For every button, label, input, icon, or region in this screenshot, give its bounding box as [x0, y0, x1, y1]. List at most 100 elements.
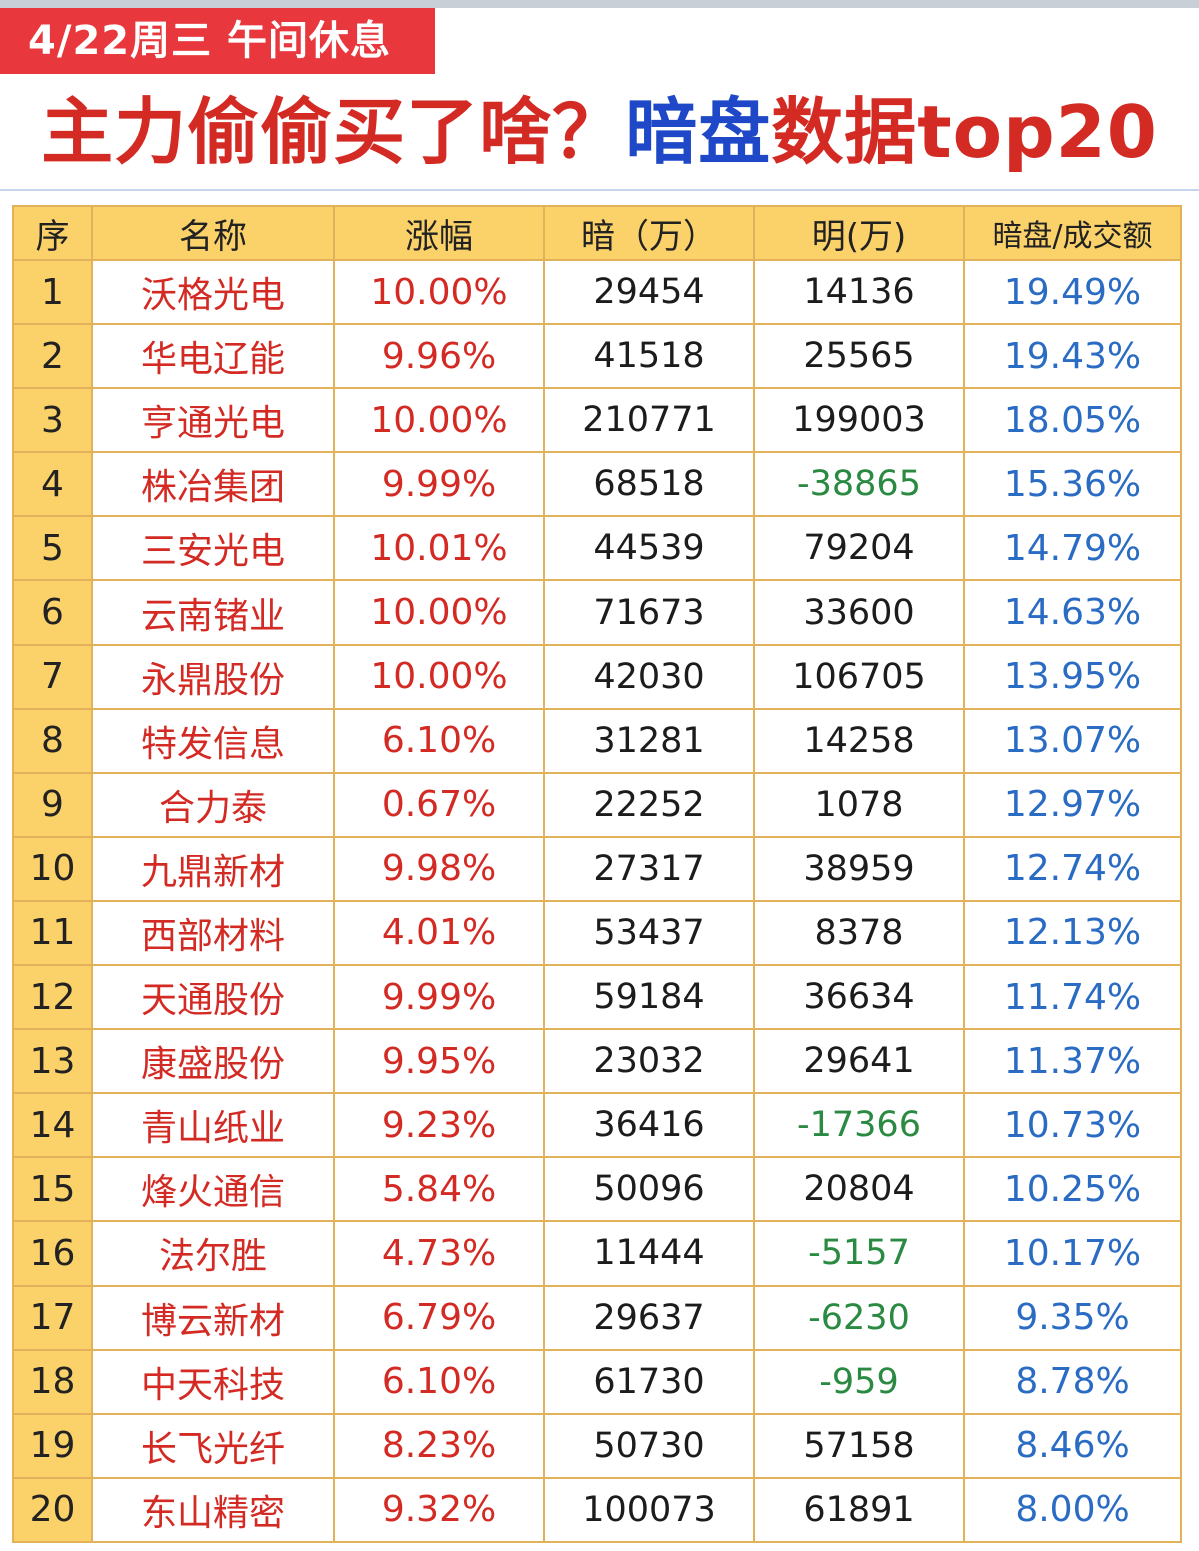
- cell-dark-pool: 41518: [543, 323, 755, 390]
- cell-stock-name: 天通股份: [91, 964, 335, 1031]
- cell-ratio: 14.79%: [963, 515, 1182, 582]
- cell-change: 5.84%: [333, 1156, 545, 1223]
- cell-dark-pool: 29454: [543, 258, 755, 326]
- cell-lit-market: 106705: [753, 643, 965, 710]
- cell-change: 6.10%: [333, 707, 545, 774]
- cell-change: 9.95%: [333, 1028, 545, 1095]
- cell-stock-name: 永鼎股份: [91, 643, 335, 710]
- top-edge-bar: [0, 0, 1199, 8]
- header-dark: 暗（万）: [543, 205, 755, 261]
- cell-lit-market: 199003: [753, 387, 965, 454]
- table-row: 6 云南锗业 10.00% 71673 33600 14.63%: [12, 579, 1182, 646]
- page-title: 主力偷偷买了啥？暗盘数据top20: [0, 80, 1199, 184]
- table-row: 9 合力泰 0.67% 22252 1078 12.97%: [12, 771, 1182, 838]
- table-header-row: 序 名称 涨幅 暗（万） 明(万) 暗盘/成交额: [12, 205, 1182, 261]
- cell-index: 7: [12, 643, 93, 710]
- cell-ratio: 15.36%: [963, 451, 1182, 518]
- header-change: 涨幅: [333, 205, 545, 261]
- cell-ratio: 8.46%: [963, 1412, 1182, 1479]
- cell-dark-pool: 29637: [543, 1284, 755, 1351]
- cell-index: 12: [12, 964, 93, 1031]
- cell-dark-pool: 36416: [543, 1092, 755, 1159]
- cell-ratio: 10.17%: [963, 1220, 1182, 1287]
- cell-lit-market: 36634: [753, 964, 965, 1031]
- cell-dark-pool: 23032: [543, 1028, 755, 1095]
- cell-index: 11: [12, 899, 93, 967]
- cell-change: 8.23%: [333, 1412, 545, 1479]
- cell-stock-name: 特发信息: [91, 707, 335, 774]
- cell-dark-pool: 59184: [543, 964, 755, 1031]
- cell-change: 6.79%: [333, 1284, 545, 1351]
- cell-dark-pool: 50730: [543, 1412, 755, 1479]
- cell-index: 15: [12, 1156, 93, 1223]
- cell-ratio: 10.73%: [963, 1092, 1182, 1159]
- dark-pool-table: 序 名称 涨幅 暗（万） 明(万) 暗盘/成交额 1 沃格光电 10.00% 2945…: [12, 205, 1182, 1544]
- cell-lit-market: 29641: [753, 1028, 965, 1095]
- cell-ratio: 8.78%: [963, 1348, 1182, 1415]
- cell-lit-market: -38865: [753, 451, 965, 518]
- cell-ratio: 12.74%: [963, 835, 1182, 902]
- table-row: 4 株冶集团 9.99% 68518 -38865 15.36%: [12, 451, 1182, 518]
- cell-index: 2: [12, 323, 93, 390]
- cell-stock-name: 康盛股份: [91, 1028, 335, 1095]
- table-row: 2 华电辽能 9.96% 41518 25565 19.43%: [12, 323, 1182, 390]
- cell-index: 4: [12, 451, 93, 518]
- date-banner-text: 4/22周三 午间休息: [28, 18, 392, 64]
- cell-index: 6: [12, 579, 93, 646]
- cell-dark-pool: 22252: [543, 771, 755, 838]
- cell-dark-pool: 53437: [543, 899, 755, 967]
- cell-index: 18: [12, 1348, 93, 1415]
- cell-lit-market: 79204: [753, 515, 965, 582]
- table-row: 16 法尔胜 4.73% 11444 -5157 10.17%: [12, 1220, 1182, 1287]
- cell-change: 9.98%: [333, 835, 545, 902]
- header-name: 名称: [91, 205, 335, 261]
- cell-stock-name: 青山纸业: [91, 1092, 335, 1159]
- cell-ratio: 8.00%: [963, 1476, 1182, 1544]
- cell-change: 10.00%: [333, 258, 545, 326]
- cell-change: 4.73%: [333, 1220, 545, 1287]
- cell-index: 16: [12, 1220, 93, 1287]
- title-dark-pool: 暗盘: [625, 90, 772, 174]
- cell-stock-name: 亨通光电: [91, 387, 335, 454]
- cell-dark-pool: 68518: [543, 451, 755, 518]
- cell-lit-market: -17366: [753, 1092, 965, 1159]
- cell-stock-name: 烽火通信: [91, 1156, 335, 1223]
- cell-lit-market: 61891: [753, 1476, 965, 1544]
- cell-index: 9: [12, 771, 93, 838]
- table-row: 20 东山精密 9.32% 100073 61891 8.00%: [12, 1476, 1182, 1544]
- cell-stock-name: 华电辽能: [91, 323, 335, 390]
- header-lit: 明(万): [753, 205, 965, 261]
- cell-change: 9.32%: [333, 1476, 545, 1544]
- table-row: 11 西部材料 4.01% 53437 8378 12.13%: [12, 899, 1182, 967]
- cell-dark-pool: 61730: [543, 1348, 755, 1415]
- cell-lit-market: -6230: [753, 1284, 965, 1351]
- header-ratio: 暗盘/成交额: [963, 205, 1182, 261]
- cell-change: 4.01%: [333, 899, 545, 967]
- cell-change: 6.10%: [333, 1348, 545, 1415]
- table-row: 13 康盛股份 9.95% 23032 29641 11.37%: [12, 1028, 1182, 1095]
- cell-change: 0.67%: [333, 771, 545, 838]
- cell-ratio: 11.37%: [963, 1028, 1182, 1095]
- cell-lit-market: 1078: [753, 771, 965, 838]
- cell-lit-market: 25565: [753, 323, 965, 390]
- cell-stock-name: 博云新材: [91, 1284, 335, 1351]
- cell-ratio: 12.13%: [963, 899, 1182, 967]
- cell-lit-market: 14258: [753, 707, 965, 774]
- table-row: 12 天通股份 9.99% 59184 36634 11.74%: [12, 964, 1182, 1031]
- table-row: 8 特发信息 6.10% 31281 14258 13.07%: [12, 707, 1182, 774]
- cell-ratio: 13.95%: [963, 643, 1182, 710]
- cell-stock-name: 株冶集团: [91, 451, 335, 518]
- cell-dark-pool: 50096: [543, 1156, 755, 1223]
- cell-lit-market: 20804: [753, 1156, 965, 1223]
- cell-stock-name: 长飞光纤: [91, 1412, 335, 1479]
- table-row: 14 青山纸业 9.23% 36416 -17366 10.73%: [12, 1092, 1182, 1159]
- cell-index: 17: [12, 1284, 93, 1351]
- cell-change: 10.00%: [333, 579, 545, 646]
- cell-index: 1: [12, 258, 93, 326]
- cell-index: 3: [12, 387, 93, 454]
- cell-index: 8: [12, 707, 93, 774]
- cell-lit-market: 33600: [753, 579, 965, 646]
- cell-dark-pool: 27317: [543, 835, 755, 902]
- header-index: 序: [12, 205, 93, 261]
- table-row: 17 博云新材 6.79% 29637 -6230 9.35%: [12, 1284, 1182, 1351]
